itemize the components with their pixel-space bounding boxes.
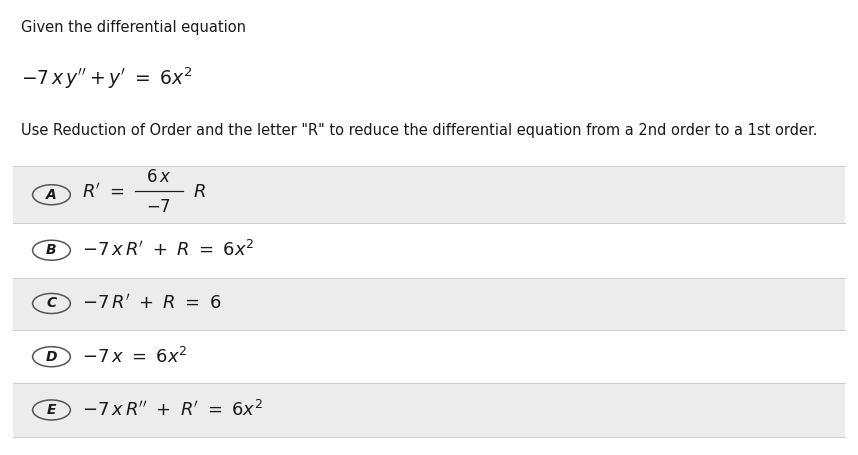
Text: $-7\,x\,y'' + y' \ = \ 6x^2$: $-7\,x\,y'' + y' \ = \ 6x^2$ [21, 66, 193, 91]
Text: D: D [45, 350, 57, 364]
Text: Given the differential equation: Given the differential equation [21, 20, 246, 35]
Text: $-7\,x\,R'' \ + \ R' \ = \ 6x^2$: $-7\,x\,R'' \ + \ R' \ = \ 6x^2$ [82, 400, 263, 420]
Text: Use Reduction of Order and the letter "R" to reduce the differential equation fr: Use Reduction of Order and the letter "R… [21, 123, 818, 138]
Text: $-7$: $-7$ [146, 198, 172, 217]
FancyBboxPatch shape [13, 223, 845, 278]
Text: $6\,x$: $6\,x$ [146, 167, 172, 186]
Text: $-7\,x \ = \ 6x^2$: $-7\,x \ = \ 6x^2$ [82, 347, 187, 367]
FancyBboxPatch shape [13, 166, 845, 223]
FancyBboxPatch shape [13, 383, 845, 437]
FancyBboxPatch shape [13, 330, 845, 383]
Text: $R$: $R$ [193, 183, 206, 202]
Text: $R' \ =$: $R' \ =$ [82, 183, 124, 202]
Text: B: B [46, 243, 57, 257]
Text: $-7\,x\,R' \ + \ R \ = \ 6x^2$: $-7\,x\,R' \ + \ R \ = \ 6x^2$ [82, 240, 254, 260]
Text: C: C [46, 297, 57, 310]
Text: A: A [46, 188, 57, 202]
Text: E: E [46, 403, 57, 417]
Text: $-7\,R' \ + \ R \ = \ 6$: $-7\,R' \ + \ R \ = \ 6$ [82, 294, 221, 313]
FancyBboxPatch shape [13, 278, 845, 330]
